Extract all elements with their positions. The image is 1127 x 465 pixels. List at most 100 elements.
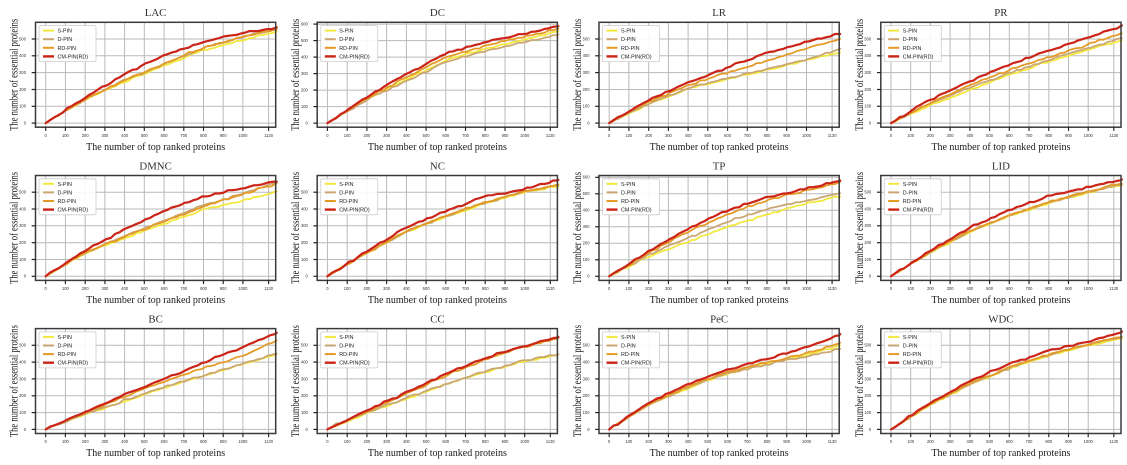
svg-text:0: 0: [306, 427, 309, 432]
svg-text:400: 400: [301, 55, 309, 60]
svg-text:0: 0: [608, 439, 611, 444]
svg-text:600: 600: [583, 175, 591, 180]
svg-text:900: 900: [1065, 286, 1073, 291]
svg-text:300: 300: [101, 286, 109, 291]
svg-text:600: 600: [442, 439, 450, 444]
svg-text:DC: DC: [430, 7, 445, 19]
svg-text:900: 900: [783, 439, 791, 444]
svg-text:The number of essential protei: The number of essential proteins: [570, 19, 584, 131]
svg-text:RD-PIN: RD-PIN: [621, 199, 640, 205]
svg-text:300: 300: [301, 71, 309, 76]
svg-text:300: 300: [301, 223, 309, 228]
svg-text:CM-PIN(RD): CM-PIN(RD): [903, 54, 934, 60]
svg-text:300: 300: [383, 286, 391, 291]
svg-text:200: 200: [645, 286, 653, 291]
svg-text:400: 400: [966, 439, 974, 444]
svg-text:S-PIN: S-PIN: [903, 29, 917, 35]
svg-text:1000: 1000: [238, 439, 248, 444]
svg-text:CM-PIN(RD): CM-PIN(RD): [58, 54, 89, 60]
svg-text:S-PIN: S-PIN: [339, 29, 353, 35]
svg-text:S-PIN: S-PIN: [621, 335, 635, 341]
svg-text:TP: TP: [713, 160, 726, 172]
svg-text:D-PIN: D-PIN: [339, 37, 354, 43]
svg-text:1000: 1000: [238, 133, 248, 138]
svg-text:500: 500: [986, 286, 994, 291]
svg-text:500: 500: [864, 36, 872, 41]
svg-text:100: 100: [864, 104, 872, 109]
svg-text:The number of top ranked prote: The number of top ranked proteins: [650, 295, 789, 306]
svg-text:900: 900: [220, 286, 228, 291]
svg-text:700: 700: [1026, 133, 1034, 138]
svg-text:The number of top ranked prote: The number of top ranked proteins: [86, 142, 225, 153]
svg-text:500: 500: [583, 36, 591, 41]
svg-text:500: 500: [704, 286, 712, 291]
svg-text:400: 400: [864, 206, 872, 211]
svg-text:300: 300: [864, 223, 872, 228]
svg-text:CM-PIN(RD): CM-PIN(RD): [339, 361, 370, 367]
svg-text:800: 800: [200, 133, 208, 138]
svg-text:100: 100: [19, 104, 27, 109]
svg-text:400: 400: [121, 439, 129, 444]
svg-text:D-PIN: D-PIN: [903, 190, 918, 196]
svg-text:500: 500: [141, 133, 149, 138]
svg-text:700: 700: [462, 133, 470, 138]
svg-text:400: 400: [301, 360, 309, 365]
svg-text:400: 400: [121, 286, 129, 291]
svg-text:1130: 1130: [546, 439, 556, 444]
svg-text:900: 900: [502, 439, 510, 444]
svg-text:500: 500: [19, 343, 27, 348]
svg-text:0: 0: [45, 286, 48, 291]
svg-text:300: 300: [19, 376, 27, 381]
svg-text:700: 700: [744, 439, 752, 444]
svg-text:RD-PIN: RD-PIN: [58, 199, 77, 205]
svg-text:300: 300: [383, 133, 391, 138]
svg-text:1130: 1130: [546, 133, 556, 138]
svg-text:500: 500: [423, 133, 431, 138]
svg-text:400: 400: [301, 206, 309, 211]
svg-text:The number of top ranked prote: The number of top ranked proteins: [931, 448, 1070, 459]
svg-text:RD-PIN: RD-PIN: [58, 352, 77, 358]
svg-text:400: 400: [19, 206, 27, 211]
svg-text:D-PIN: D-PIN: [339, 344, 354, 350]
svg-text:CM-PIN(RD): CM-PIN(RD): [339, 208, 370, 214]
svg-text:400: 400: [864, 53, 872, 58]
svg-text:0: 0: [890, 439, 893, 444]
svg-text:1130: 1130: [1109, 439, 1119, 444]
svg-text:100: 100: [583, 257, 591, 262]
svg-text:600: 600: [442, 286, 450, 291]
svg-text:700: 700: [744, 133, 752, 138]
svg-text:1000: 1000: [1084, 133, 1094, 138]
svg-text:400: 400: [685, 439, 693, 444]
svg-text:The number of top ranked prote: The number of top ranked proteins: [650, 448, 789, 459]
svg-text:D-PIN: D-PIN: [903, 344, 918, 350]
svg-text:200: 200: [82, 286, 90, 291]
svg-text:900: 900: [502, 286, 510, 291]
svg-text:600: 600: [1006, 286, 1014, 291]
svg-text:The number of essential protei: The number of essential proteins: [570, 172, 584, 284]
svg-text:S-PIN: S-PIN: [58, 182, 72, 188]
svg-text:400: 400: [19, 53, 27, 58]
svg-text:RD-PIN: RD-PIN: [339, 199, 358, 205]
svg-text:CM-PIN(RD): CM-PIN(RD): [621, 54, 652, 60]
svg-text:200: 200: [82, 133, 90, 138]
svg-text:400: 400: [403, 286, 411, 291]
svg-text:400: 400: [19, 360, 27, 365]
svg-text:0: 0: [890, 133, 893, 138]
svg-text:500: 500: [301, 190, 309, 195]
svg-text:DMNC: DMNC: [139, 160, 171, 172]
svg-text:400: 400: [966, 286, 974, 291]
svg-text:0: 0: [45, 439, 48, 444]
svg-text:The number of essential protei: The number of essential proteins: [288, 325, 302, 437]
svg-text:The number of top ranked prote: The number of top ranked proteins: [368, 295, 507, 306]
svg-text:400: 400: [583, 208, 591, 213]
svg-text:200: 200: [301, 88, 309, 93]
svg-text:S-PIN: S-PIN: [903, 335, 917, 341]
svg-text:400: 400: [583, 360, 591, 365]
svg-text:300: 300: [301, 376, 309, 381]
svg-text:200: 200: [301, 240, 309, 245]
svg-text:LID: LID: [992, 160, 1010, 172]
svg-text:100: 100: [62, 439, 70, 444]
svg-text:The number of top ranked prote: The number of top ranked proteins: [931, 142, 1070, 153]
svg-text:300: 300: [383, 439, 391, 444]
svg-text:D-PIN: D-PIN: [58, 344, 73, 350]
